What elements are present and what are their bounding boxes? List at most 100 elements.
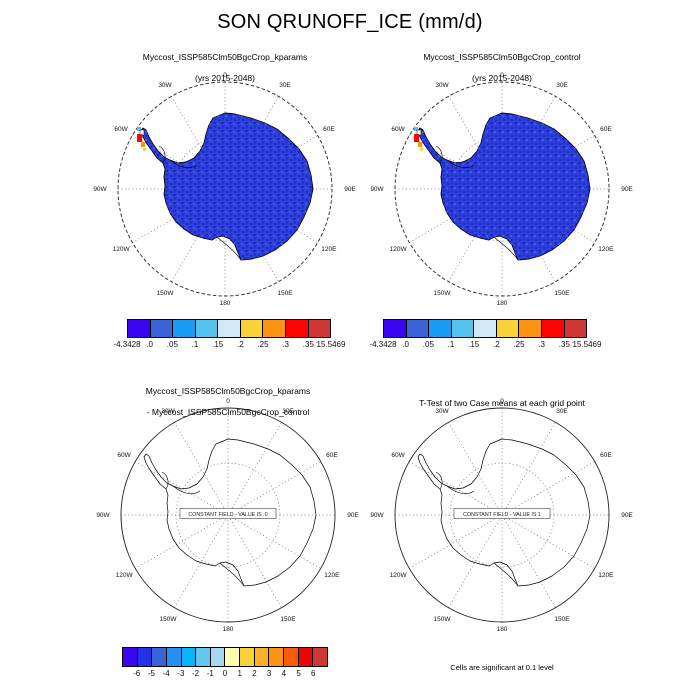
lon-label-60W: 60W <box>114 126 128 133</box>
lon-label-30W: 30W <box>158 82 172 89</box>
colorbar-cells <box>122 647 328 667</box>
colorbar-tick-label: -4.3428 <box>369 340 397 349</box>
colorbar-tick-label: .35 <box>302 340 314 349</box>
colorbar-tick-label: -1 <box>206 669 214 678</box>
ice-shelf-lines <box>161 471 245 587</box>
lon-label-120E: 120E <box>321 246 337 253</box>
colorbar-tick-labels: -6 -5 -4 -3 -2 -1 0 1 2 3 4 5 6 <box>122 667 328 679</box>
lon-label-150E: 150E <box>277 290 293 297</box>
map-control: 0 30E 60E 90E 120E 150E 180 150W 120W 90W 60W 30W <box>370 72 633 307</box>
colorbar-tick-label: 0 <box>222 669 228 678</box>
lon-label-180: 180 <box>220 300 231 307</box>
lon-label-150W: 150W <box>434 616 452 623</box>
colorbar-cell <box>496 320 519 337</box>
colorbar-cell <box>298 648 313 666</box>
lon-label-90E: 90E <box>621 512 633 519</box>
colorbar-cell <box>181 648 196 666</box>
lon-label-120W: 120W <box>390 246 408 253</box>
lon-labels: 0 30E 60E 90E 120E 150E 180 150W 120W 90W 60W 30W <box>96 398 359 633</box>
colorbar-cell <box>519 320 541 337</box>
colorbar-cell <box>541 320 564 337</box>
colorbar-cell <box>240 648 254 666</box>
colorbar-cell <box>123 648 137 666</box>
colorbar-tick-label: -4 <box>162 669 170 678</box>
colorbar-cell <box>173 320 195 337</box>
latitude-circle <box>175 462 281 568</box>
lon-label-0: 0 <box>500 398 504 405</box>
colorbar-cell <box>240 320 263 337</box>
lon-label-90W: 90W <box>96 512 110 519</box>
colorbar-tick-label: -5 <box>147 669 155 678</box>
lon-label-60E: 60E <box>326 452 338 459</box>
lon-label-180: 180 <box>497 626 508 633</box>
lon-label-120W: 120W <box>113 246 131 253</box>
lon-label-60E: 60E <box>600 126 612 133</box>
colorbar-cell <box>284 648 298 666</box>
lon-label-150E: 150E <box>280 616 296 623</box>
lon-label-0: 0 <box>500 72 504 79</box>
colorbar-cell <box>152 648 166 666</box>
map-boundary-circle <box>117 81 333 297</box>
colorbar-tick-label: .3 <box>282 340 289 349</box>
colorbar-cell <box>313 648 327 666</box>
lon-label-150E: 150E <box>554 290 570 297</box>
colorbar-tick-label: 2 <box>252 669 257 678</box>
colorbar-cell <box>406 320 429 337</box>
map-boundary-circle <box>120 407 336 623</box>
colorbar-tick-label: 1 <box>237 669 242 678</box>
lon-labels: 0 30E 60E 90E 120E 150E 180 150W 120W 90W 60W 30W <box>370 72 633 307</box>
colorbar-tick-label: -3 <box>177 669 185 678</box>
colorbar-cell <box>128 320 150 337</box>
colorbar-tick-labels: -4.3428 .0 .05 .1 .15 .2 .25 .3 .35 15.5469 <box>369 338 601 350</box>
colorbar-runoff-right: -4.3428 .0 .05 .1 .15 .2 .25 .3 .35 15.5469 <box>369 319 601 349</box>
colorbar-cells <box>127 319 331 338</box>
lon-label-30W: 30W <box>161 408 175 415</box>
colorbar-tick-label: .25 <box>257 340 269 349</box>
panel-title-top-right: Myccost_ISSP585Clm50BgcCrop_control (yrs… <box>362 42 642 93</box>
colorbar-difference: -6 -5 -4 -3 -2 -1 0 1 2 3 4 5 6 <box>122 647 328 678</box>
peninsula-hotspot <box>414 127 423 151</box>
colorbar-tick-label: .3 <box>538 340 545 349</box>
colorbar-tick-label: .1 <box>191 340 199 349</box>
lon-label-150W: 150W <box>157 290 175 297</box>
colorbar-tick-label: 15.5469 <box>316 340 346 349</box>
colorbar-cell <box>429 320 451 337</box>
colorbar-tick-labels: -4.3428 .0 .05 .1 .15 .2 .25 .3 .35 15.5469 <box>113 338 345 350</box>
colorbar-tick-label: -2 <box>192 669 200 678</box>
colorbar-cell <box>285 320 308 337</box>
colorbar-tick-label: .2 <box>236 340 244 349</box>
lon-label-90W: 90W <box>93 186 107 193</box>
panel-title-bottom-left: Myccost_ISSP585Clm50BgcCrop_kparams - My… <box>88 376 368 427</box>
colorbar-cells <box>383 319 587 338</box>
graticule <box>120 407 336 623</box>
panel-title-bottom-right: T-Test of two Case means at each grid po… <box>362 388 642 419</box>
lon-label-60E: 60E <box>323 126 335 133</box>
panel-title-line: T-Test of two Case means at each grid po… <box>419 398 585 409</box>
colorbar-tick-label: .0 <box>402 340 409 349</box>
graticule <box>394 407 610 623</box>
map-kparams: 0 30E 60E 90E 120E 150E 180 150W 120W 90W 60W 30W <box>93 72 356 307</box>
lon-label-30E: 30E <box>556 408 568 415</box>
lon-label-60W: 60W <box>117 452 131 459</box>
lon-label-150E: 150E <box>554 616 570 623</box>
colorbar-cell <box>263 320 285 337</box>
lon-label-0: 0 <box>226 398 230 405</box>
colorbar-tick-label: .0 <box>146 340 153 349</box>
panel-title-line: Myccost_ISSP585Clm50BgcCrop_kparams <box>142 52 308 63</box>
colorbar-tick-label: .25 <box>513 340 525 349</box>
colorbar-cell <box>308 320 331 337</box>
panel-title-line: (yrs 2015-2048) <box>471 72 532 83</box>
colorbar-cell <box>254 648 269 666</box>
lon-labels: 0 30E 60E 90E 120E 150E 180 150W 120W 90W 60W 30W <box>370 398 633 633</box>
lon-label-150W: 150W <box>160 616 178 623</box>
lon-label-30W: 30W <box>435 82 449 89</box>
colorbar-tick-label: .15 <box>468 340 480 349</box>
colorbar-runoff-left: -4.3428 .0 .05 .1 .15 .2 .25 .3 .35 15.5469 <box>113 319 345 349</box>
colorbar-tick-label: 3 <box>266 669 272 678</box>
lon-label-30E: 30E <box>279 82 291 89</box>
latitude-circle <box>449 462 555 568</box>
panel-title-line: Myccost_ISSP585Clm50BgcCrop_kparams <box>145 386 311 397</box>
constant-field-box: CONSTANT FIELD - VALUE IS .0 <box>179 508 277 519</box>
colorbar-cell <box>451 320 474 337</box>
